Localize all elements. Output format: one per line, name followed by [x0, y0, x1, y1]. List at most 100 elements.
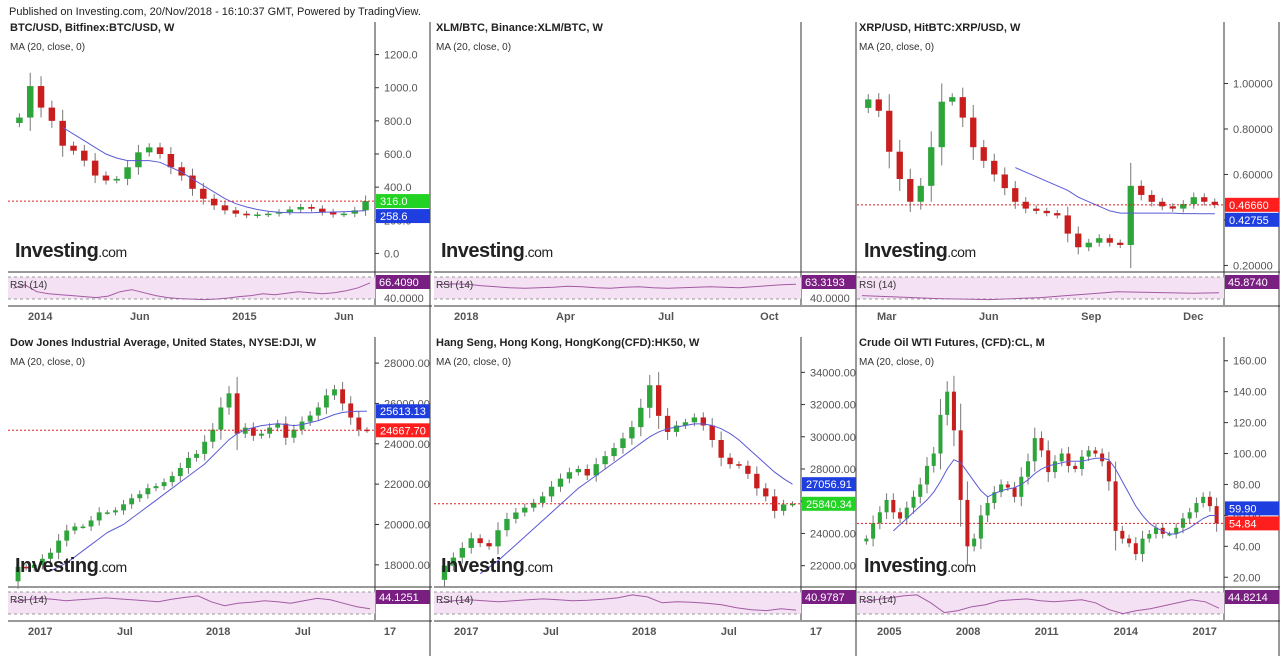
- candle-body: [1106, 238, 1113, 243]
- candle-body: [1075, 233, 1082, 248]
- candle-body: [522, 507, 528, 513]
- candle-body: [15, 566, 21, 582]
- y-tick-label: 400.0: [384, 182, 412, 194]
- last-price-badge: [376, 194, 430, 209]
- candle-body: [884, 499, 889, 513]
- rsi-label[interactable]: RSI (14): [10, 280, 48, 291]
- candle-body: [999, 484, 1004, 493]
- rsi-line: [438, 283, 797, 289]
- x-tick-label: 2017: [454, 626, 478, 638]
- chart-panel[interactable]: 34000.0032000.0030000.0028000.0026000.00…: [434, 337, 858, 656]
- candle-body: [102, 175, 110, 181]
- candle-body: [80, 526, 86, 528]
- chart-title: Crude Oil WTI Futures, (CFD):CL, M: [859, 337, 1045, 349]
- rsi-label[interactable]: RSI (14): [436, 280, 474, 291]
- candle-body: [991, 160, 998, 175]
- chart-panel[interactable]: 28000.0026000.0024000.0022000.0020000.00…: [8, 337, 432, 656]
- x-tick-label: 2017: [1192, 626, 1216, 638]
- chart-svg: 160.00140.00120.00100.0080.0060.0040.002…: [857, 337, 1280, 656]
- chart-title: Dow Jones Industrial Average, United Sta…: [10, 337, 317, 349]
- indicator-label[interactable]: MA (20, close, 0): [10, 357, 86, 368]
- candle-body: [112, 510, 118, 513]
- y-tick-label: 140.00: [1233, 387, 1267, 399]
- chart-svg: 1.000000.800000.600000.400000.200000.466…: [857, 22, 1280, 341]
- ma-value-text: 258.6: [380, 211, 408, 223]
- x-tick-label: 2014: [1114, 626, 1139, 638]
- last-price-text: 24667.70: [380, 425, 426, 437]
- candle-body: [1133, 543, 1138, 555]
- chart-panel[interactable]: 1200.01000.0800.0600.0400.0200.00.0316.0…: [8, 22, 432, 341]
- candle-body: [1064, 215, 1071, 234]
- candle-body: [315, 407, 321, 416]
- candle-body: [691, 417, 698, 423]
- y-tick-label: 0.80000: [1233, 124, 1273, 136]
- candle-body: [332, 389, 337, 396]
- last-price-text: 316.0: [380, 196, 408, 208]
- chart-title: XLM/BTC, Binance:XLM/BTC, W: [436, 22, 603, 34]
- investing-logo: Investing.com: [864, 555, 976, 578]
- candle-body: [356, 417, 362, 430]
- candle-body: [319, 208, 326, 212]
- candle-body: [299, 421, 305, 430]
- rsi-value-text: 66.4090: [379, 277, 419, 289]
- candle-body: [340, 389, 346, 404]
- candle-body: [250, 427, 256, 436]
- candle-body: [655, 385, 662, 416]
- candle-body: [959, 97, 966, 118]
- candle-body: [513, 512, 519, 519]
- indicator-label[interactable]: MA (20, close, 0): [859, 42, 935, 53]
- candle-body: [329, 212, 337, 215]
- chart-svg: 28000.0026000.0024000.0022000.0020000.00…: [8, 337, 432, 656]
- candle-body: [1043, 210, 1050, 214]
- candle-body: [39, 558, 45, 565]
- chart-panel[interactable]: 1.000000.800000.600000.400000.200000.466…: [857, 22, 1280, 341]
- candle-body: [865, 99, 872, 108]
- rsi-label[interactable]: RSI (14): [436, 595, 474, 606]
- candle-body: [1140, 538, 1145, 555]
- candle-body: [1201, 496, 1206, 504]
- x-tick-label: 2011: [1035, 626, 1059, 638]
- x-tick-label: Oct: [760, 311, 779, 323]
- last-price-badge: [376, 423, 430, 438]
- x-tick-label: 2014: [28, 311, 53, 323]
- candle-body: [459, 547, 465, 558]
- y-tick-label: 18000.00: [384, 560, 430, 572]
- candle-body: [593, 464, 599, 476]
- candle-body: [949, 97, 956, 102]
- chart-panel[interactable]: 0.000044450.0000363463.319340.00002018Ap…: [434, 22, 858, 341]
- indicator-label[interactable]: MA (20, close, 0): [859, 357, 935, 368]
- candle-body: [992, 492, 997, 504]
- candle-body: [135, 152, 142, 168]
- candle-body: [886, 110, 893, 152]
- candle-body: [602, 456, 608, 465]
- rsi-label[interactable]: RSI (14): [859, 280, 897, 291]
- rsi-label[interactable]: RSI (14): [859, 595, 897, 606]
- candle-body: [566, 472, 573, 479]
- candle-body: [1052, 461, 1057, 473]
- candle-body: [504, 518, 510, 531]
- chart-panel[interactable]: 160.00140.00120.00100.0080.0060.0040.002…: [857, 337, 1280, 656]
- candle-body: [48, 107, 56, 121]
- rsi-value-text: 44.1251: [379, 592, 419, 604]
- indicator-label[interactable]: MA (20, close, 0): [10, 42, 86, 53]
- indicator-label[interactable]: MA (20, close, 0): [436, 42, 512, 53]
- candle-body: [477, 538, 483, 544]
- logo-suffix: .com: [98, 559, 127, 575]
- candle-body: [928, 147, 935, 186]
- x-tick-label: Jun: [334, 311, 354, 323]
- logo-main: Investing: [441, 240, 525, 262]
- ma-line: [50, 410, 367, 572]
- indicator-label[interactable]: MA (20, close, 0): [436, 357, 512, 368]
- rsi-label[interactable]: RSI (14): [10, 595, 48, 606]
- candle-body: [896, 151, 903, 180]
- rsi-line: [861, 291, 1220, 301]
- candle-body: [221, 205, 229, 211]
- candle-body: [1194, 503, 1199, 513]
- candle-body: [156, 147, 164, 154]
- x-tick-label: Dec: [1183, 311, 1203, 323]
- candle-body: [1147, 533, 1152, 539]
- candle-body: [1211, 201, 1218, 205]
- candle-body: [194, 453, 199, 458]
- candle-body: [1033, 208, 1040, 211]
- candle-body: [1201, 197, 1208, 202]
